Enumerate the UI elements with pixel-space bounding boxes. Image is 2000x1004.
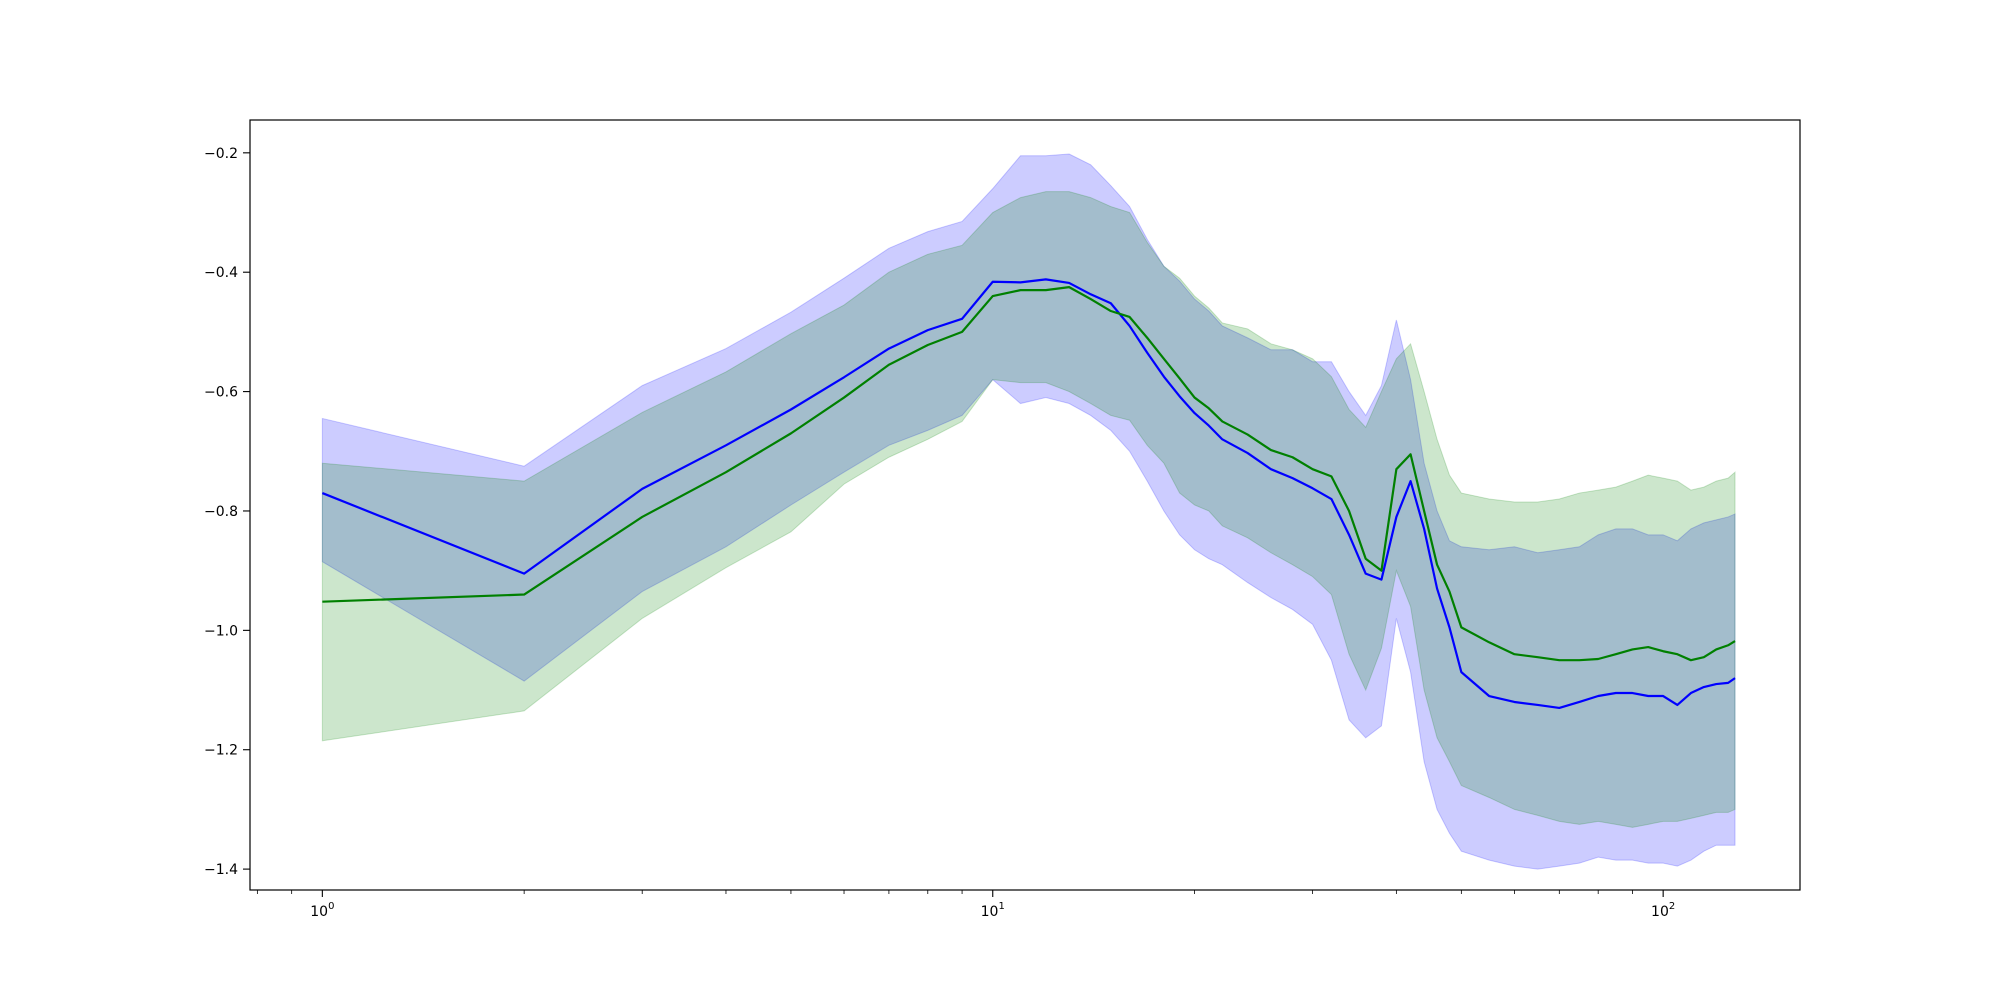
mean-lines [321,278,1736,710]
plot-frame [249,119,1801,891]
green-band [321,191,1736,828]
y-tick-label: −0.8 [204,504,238,520]
green-mean-line [322,286,1736,662]
blue-mean-line [321,278,1736,710]
x-tick-label: 102 [1651,901,1675,920]
y-axis-ticks: −1.4 −1.2 −1.0 −0.8 −0.6 −0.4 −0.2 [204,146,250,878]
blue-band [321,153,1736,870]
y-tick-label: −0.4 [204,265,238,281]
y-tick-label: −1.0 [204,623,238,639]
y-tick-label: −0.6 [204,385,238,401]
confidence-bands [321,153,1736,870]
y-tick-label: −0.2 [204,146,238,162]
x-tick-label: 101 [981,901,1005,920]
y-tick-label: −1.2 [204,743,238,759]
y-tick-label: −1.4 [204,862,238,878]
x-tick-label: 100 [310,901,334,920]
x-axis-ticks: 100 101 102 [256,890,1675,920]
